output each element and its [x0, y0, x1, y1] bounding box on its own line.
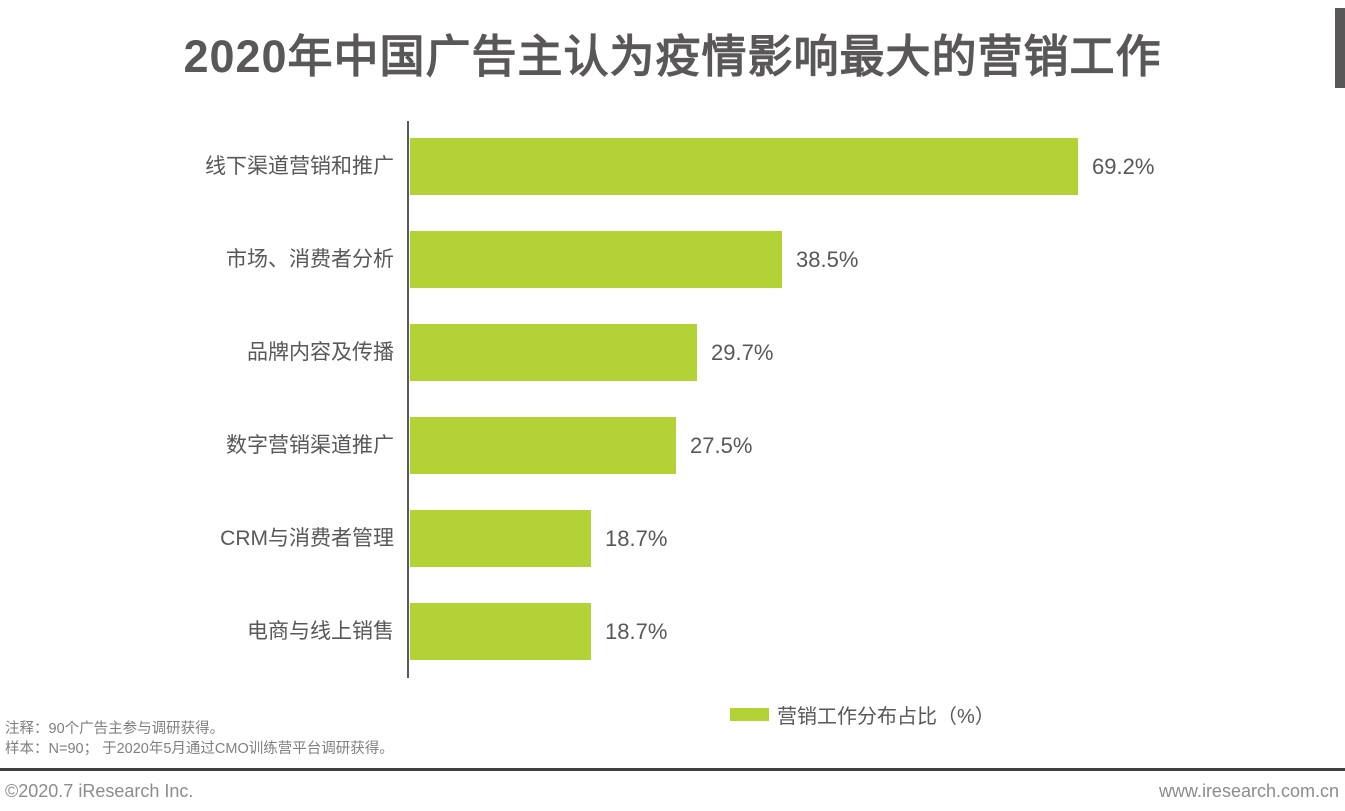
category-label: 市场、消费者分析 — [226, 248, 394, 271]
footer-bar: ©2020.7 iResearch Inc. www.iresearch.com… — [0, 771, 1345, 811]
chart-title: 2020年中国广告主认为疫情影响最大的营销工作 — [183, 31, 1162, 82]
category-label: 线下渠道营销和推广 — [205, 155, 394, 178]
note-line-1: 注释：90个广告主参与调研获得。 — [5, 721, 225, 737]
category-label: 电商与线上销售 — [247, 620, 394, 643]
bar-row: 品牌内容及传播 29.7% — [0, 324, 1345, 381]
value-label: 18.7% — [605, 526, 668, 551]
category-label: CRM与消费者管理 — [220, 527, 394, 550]
value-label: 69.2% — [1092, 154, 1155, 179]
bar-row: 市场、消费者分析 38.5% — [0, 231, 1345, 288]
value-label: 29.7% — [711, 340, 774, 365]
category-label: 数字营销渠道推广 — [226, 434, 394, 457]
chart-legend: 营销工作分布占比（%） — [730, 701, 995, 728]
note-line-2: 样本：N=90； 于2020年5月通过CMO训练营平台调研获得。 — [5, 741, 394, 757]
bar-row: 数字营销渠道推广 27.5% — [0, 417, 1345, 474]
bar — [410, 138, 1078, 195]
bar — [410, 231, 782, 288]
top-right-corner-bar — [1335, 8, 1345, 88]
value-label: 18.7% — [605, 619, 668, 644]
bar — [410, 417, 676, 474]
website-text: www.iresearch.com.cn — [1158, 780, 1339, 801]
bar — [410, 324, 697, 381]
legend-swatch — [730, 707, 769, 721]
footer-divider — [0, 768, 1345, 771]
chart-notes: 注释：90个广告主参与调研获得。 样本：N=90； 于2020年5月通过CMO训… — [5, 719, 394, 759]
bar-row: CRM与消费者管理 18.7% — [0, 510, 1345, 567]
bar — [410, 603, 591, 660]
value-label: 27.5% — [690, 433, 753, 458]
bar — [410, 510, 591, 567]
category-label: 品牌内容及传播 — [247, 341, 394, 364]
value-label: 38.5% — [796, 247, 859, 272]
bar-row: 电商与线上销售 18.7% — [0, 603, 1345, 660]
legend-label: 营销工作分布占比（%） — [777, 705, 995, 728]
y-axis-line — [407, 121, 409, 678]
bar-row: 线下渠道营销和推广 69.2% — [0, 138, 1345, 195]
copyright-text: ©2020.7 iResearch Inc. — [5, 780, 194, 801]
